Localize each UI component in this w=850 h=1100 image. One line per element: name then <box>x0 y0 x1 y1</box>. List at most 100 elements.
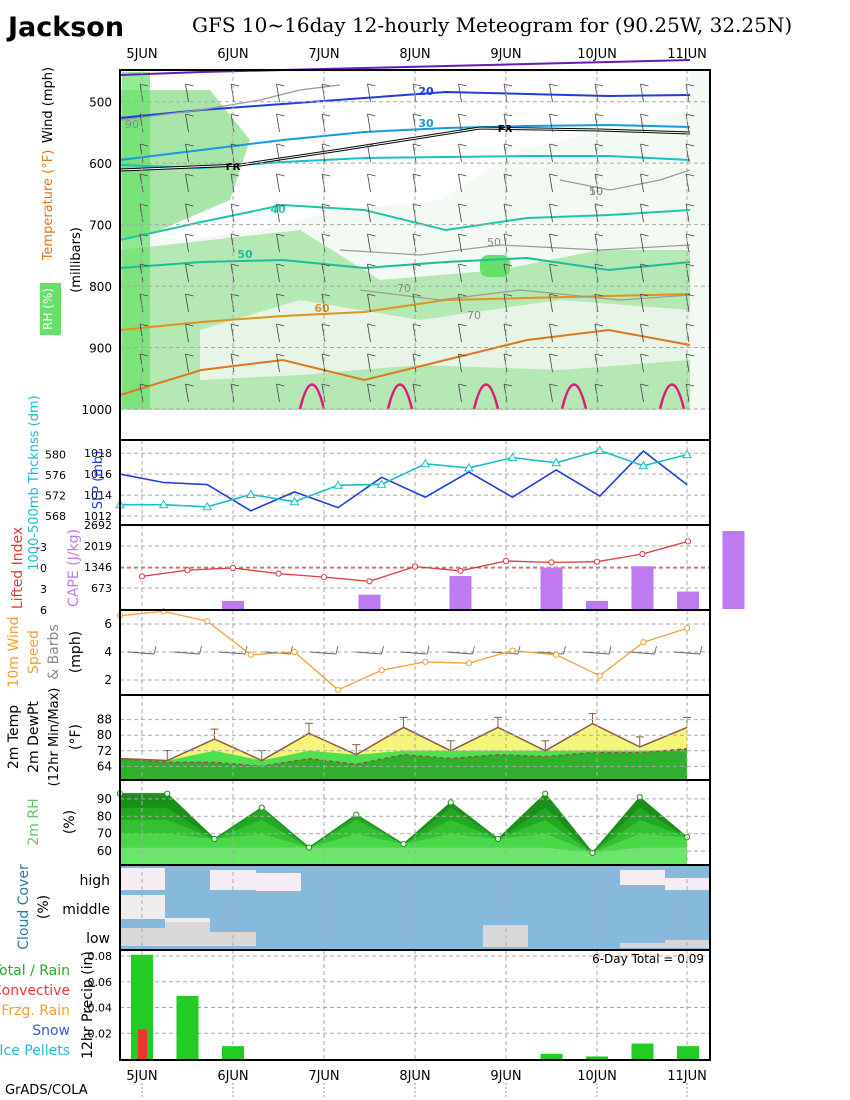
rh2m-point <box>542 790 549 797</box>
wind-barb <box>230 143 240 163</box>
cloud-low-gap <box>620 943 665 948</box>
temperature-contour-label: 20 <box>418 85 434 98</box>
wind-barb-10m <box>127 645 157 655</box>
wind-barb <box>367 143 376 163</box>
ylabel-wind: Wind (mph) <box>41 67 56 143</box>
wind-barb <box>276 263 285 283</box>
temp-tick: 88 <box>97 713 112 727</box>
cape-bar <box>631 566 654 609</box>
lifted-index-point <box>138 573 146 580</box>
ylabel-rh2m-unit: (%) <box>62 810 78 834</box>
temperature-contour <box>119 256 691 272</box>
wind-barb <box>458 113 467 133</box>
wind-speed-point <box>334 686 342 693</box>
ylabel-wind10m-1: 10m Wind <box>6 616 22 687</box>
lifted-index-point <box>502 557 510 565</box>
wind-barb <box>276 323 285 343</box>
wind-barb <box>367 353 376 373</box>
wind-barb <box>458 293 467 313</box>
rh2m-point <box>494 835 502 843</box>
ylabel-cape: CAPE (J/kg) <box>66 529 82 607</box>
wind-barb <box>640 173 649 193</box>
ylabel-temp-4: (°F) <box>68 724 84 750</box>
cape-tick: 2019 <box>84 540 112 553</box>
cloud-mid-gap <box>165 918 210 922</box>
wind-barb-10m <box>582 645 612 655</box>
wind-barb-10m <box>628 645 657 655</box>
wind-barb <box>458 203 467 223</box>
wind-barb-10m <box>309 645 339 655</box>
wind-barb <box>367 233 376 253</box>
precip-tick: 0.08 <box>88 950 113 963</box>
wind-tick: 4 <box>104 645 112 659</box>
cloud-low-gap <box>165 922 210 946</box>
ylabel-temp-1: 2m Temp <box>6 705 22 769</box>
wind-barb <box>549 353 558 373</box>
temperature-contour-80 <box>560 383 588 410</box>
wind-barb <box>640 83 649 103</box>
ylabel-slp: SLP (mb) <box>91 451 106 510</box>
wind-barb <box>321 143 331 163</box>
wind-barb-10m <box>173 645 202 655</box>
rh-dry-region <box>120 72 690 240</box>
wind-barb <box>549 263 558 283</box>
thickness-point <box>245 489 256 498</box>
wind-barb <box>640 263 649 283</box>
wind-barb <box>276 383 285 403</box>
wind-barb <box>139 143 149 163</box>
thickness-point <box>594 445 605 454</box>
rh-contour-label: 70 <box>467 309 481 322</box>
cape-bar <box>586 600 608 609</box>
slp-line <box>119 450 688 512</box>
temp-tick: 72 <box>97 744 112 758</box>
cape-tick: 673 <box>91 582 112 595</box>
day-label-bottom: 7JUN <box>308 1069 339 1084</box>
wind-barb <box>594 143 604 163</box>
wind-barb <box>640 203 649 223</box>
ylabel-pressure: (millibars) <box>69 227 84 293</box>
precip-total-bar <box>176 995 199 1059</box>
wind-barb <box>276 173 285 193</box>
wind-barb <box>503 143 513 163</box>
precip-total-bar <box>586 1056 608 1059</box>
cape-bar <box>358 594 381 609</box>
wind-barb <box>367 173 376 193</box>
wind-barb <box>549 323 558 343</box>
wind-barb <box>276 113 285 133</box>
credit-label: GrADS/COLA <box>5 1083 88 1098</box>
cape-bar <box>722 530 745 609</box>
rh2m-point <box>305 844 313 851</box>
wind-barb <box>549 83 558 103</box>
wind-barb <box>412 143 422 163</box>
thickness-point <box>289 496 300 506</box>
day-label-top: 10JUN <box>577 47 617 62</box>
day-label-top: 6JUN <box>217 47 248 62</box>
ylabel-wind10m-4: (mph) <box>68 631 84 673</box>
wind-barb <box>412 353 422 373</box>
lifted-index-point <box>184 567 191 574</box>
thickness-point <box>202 501 213 511</box>
wind-speed-point <box>465 660 473 667</box>
wind-barb <box>640 323 649 343</box>
lifted-index-point <box>639 550 646 558</box>
wind-barb <box>458 83 467 103</box>
precip-convective-bar <box>138 1029 147 1059</box>
li-tick: -3 <box>36 541 47 554</box>
precip-frame <box>119 949 711 1061</box>
rh2m-point <box>258 804 265 811</box>
wind-barb <box>640 233 649 253</box>
rh2m-point <box>164 790 171 797</box>
wind-barb <box>458 233 467 253</box>
pressure-tick: 500 <box>89 96 112 110</box>
cloud-row-label: low <box>86 931 110 947</box>
rh2m-point <box>400 841 407 848</box>
wind-barb <box>458 323 467 343</box>
temperature-contour-label: 60 <box>314 302 330 315</box>
thickness-point <box>638 460 649 470</box>
thickness-point <box>376 479 387 488</box>
wind-barb-10m <box>218 645 248 655</box>
wind-barb <box>185 353 194 373</box>
slp-tick: 1018 <box>84 447 112 460</box>
cape-tick: 1346 <box>84 561 112 574</box>
rh-contour <box>339 244 691 256</box>
